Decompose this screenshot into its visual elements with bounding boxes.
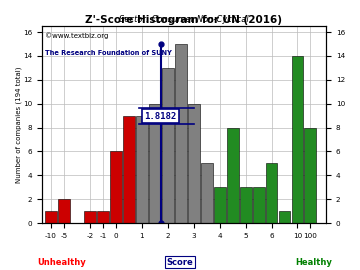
Bar [84, 211, 96, 223]
Text: Healthy: Healthy [295, 258, 332, 266]
Bar [45, 211, 57, 223]
Bar [292, 56, 303, 223]
Bar [162, 68, 174, 223]
Bar [279, 211, 291, 223]
Text: The Research Foundation of SUNY: The Research Foundation of SUNY [45, 50, 172, 56]
Bar [201, 163, 213, 223]
Bar [253, 187, 265, 223]
Bar [136, 116, 148, 223]
Bar [240, 187, 252, 223]
Bar [305, 127, 316, 223]
Bar [123, 116, 135, 223]
Bar [110, 151, 122, 223]
Text: 1.8182: 1.8182 [144, 112, 177, 121]
Bar [97, 211, 109, 223]
Bar [213, 187, 226, 223]
Text: ©www.textbiz.org: ©www.textbiz.org [45, 32, 108, 39]
Text: Score: Score [167, 258, 193, 266]
Bar [227, 127, 239, 223]
Bar [266, 163, 278, 223]
Bar [175, 44, 187, 223]
Text: Unhealthy: Unhealthy [37, 258, 86, 266]
Bar [149, 104, 161, 223]
Bar [58, 199, 70, 223]
Bar [188, 104, 200, 223]
Text: Sector: Consumer Non-Cyclical: Sector: Consumer Non-Cyclical [119, 15, 249, 24]
Y-axis label: Number of companies (194 total): Number of companies (194 total) [15, 66, 22, 183]
Title: Z'-Score Histogram for UN (2016): Z'-Score Histogram for UN (2016) [85, 15, 283, 25]
